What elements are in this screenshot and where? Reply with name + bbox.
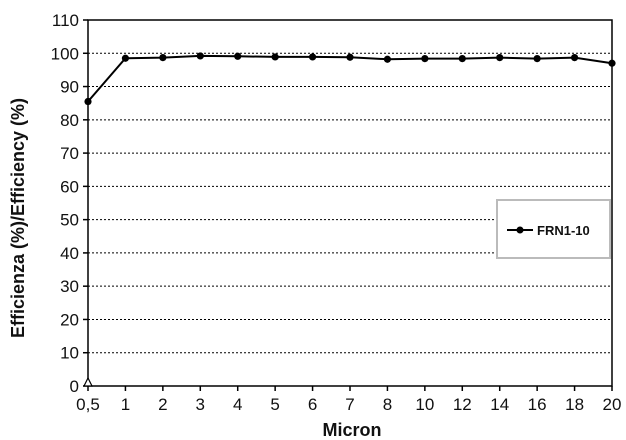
x-tick-label: 2 [158,395,167,414]
y-tick-label: 40 [60,244,79,263]
data-point [308,53,317,61]
x-tick-label: 12 [453,395,472,414]
x-tick-label: 0,5 [76,395,100,414]
y-tick-label: 100 [51,44,79,63]
data-point [570,53,579,62]
data-point [159,53,167,62]
x-tick-label: 1 [121,395,130,414]
y-tick-label: 0 [70,377,79,396]
x-tick-label: 3 [196,395,205,414]
y-tick-label: 90 [60,78,79,97]
y-tick-labels: 0 10 20 30 40 50 60 70 80 90 100 110 [51,11,88,396]
x-tick-label: 7 [345,395,354,414]
plot-area [87,19,613,387]
legend: FRN1-10 [496,199,611,259]
y-tick-label: 110 [52,11,79,30]
x-axis-label: Micron [322,420,381,440]
y-tick-label: 70 [60,144,79,163]
data-point [608,59,616,67]
x-tick-label: 5 [270,395,279,414]
data-point [84,97,92,106]
x-tick-label: 14 [490,395,509,414]
data-point [234,52,242,60]
data-point [458,54,466,63]
triangle-marker [83,376,93,387]
legend-label-frn1-10: FRN1-10 [537,223,590,238]
y-tick-label: 60 [60,177,79,196]
y-tick-label: 80 [60,111,79,130]
x-tick-label: 10 [415,395,434,414]
series-line [87,54,613,103]
y-tick-label: 50 [60,211,79,230]
x-tick-label: 18 [565,395,584,414]
y-tick-label: 10 [60,344,79,363]
x-tick-label: 16 [528,395,547,414]
x-tick-label: 4 [233,395,242,414]
data-point [121,54,130,62]
x-tick-labels: 0,5 1 2 3 4 5 6 7 8 10 12 14 16 18 20 [76,386,621,414]
data-point [271,53,279,61]
data-point [496,53,504,62]
data-point [421,54,429,63]
x-tick-label: 8 [383,395,392,414]
x-tick-label: 20 [603,395,622,414]
y-tick-label: 20 [60,310,79,329]
data-point [383,55,392,63]
y-tick-label: 30 [60,277,79,296]
data-point [533,54,541,63]
data-point [346,53,354,61]
y-axis-label: Efficienza (%)/Efficiency (%) [8,98,28,338]
legend-marker [516,226,524,234]
series-frn1-10 [83,52,616,387]
data-point [196,52,204,60]
x-tick-label: 6 [308,395,317,414]
